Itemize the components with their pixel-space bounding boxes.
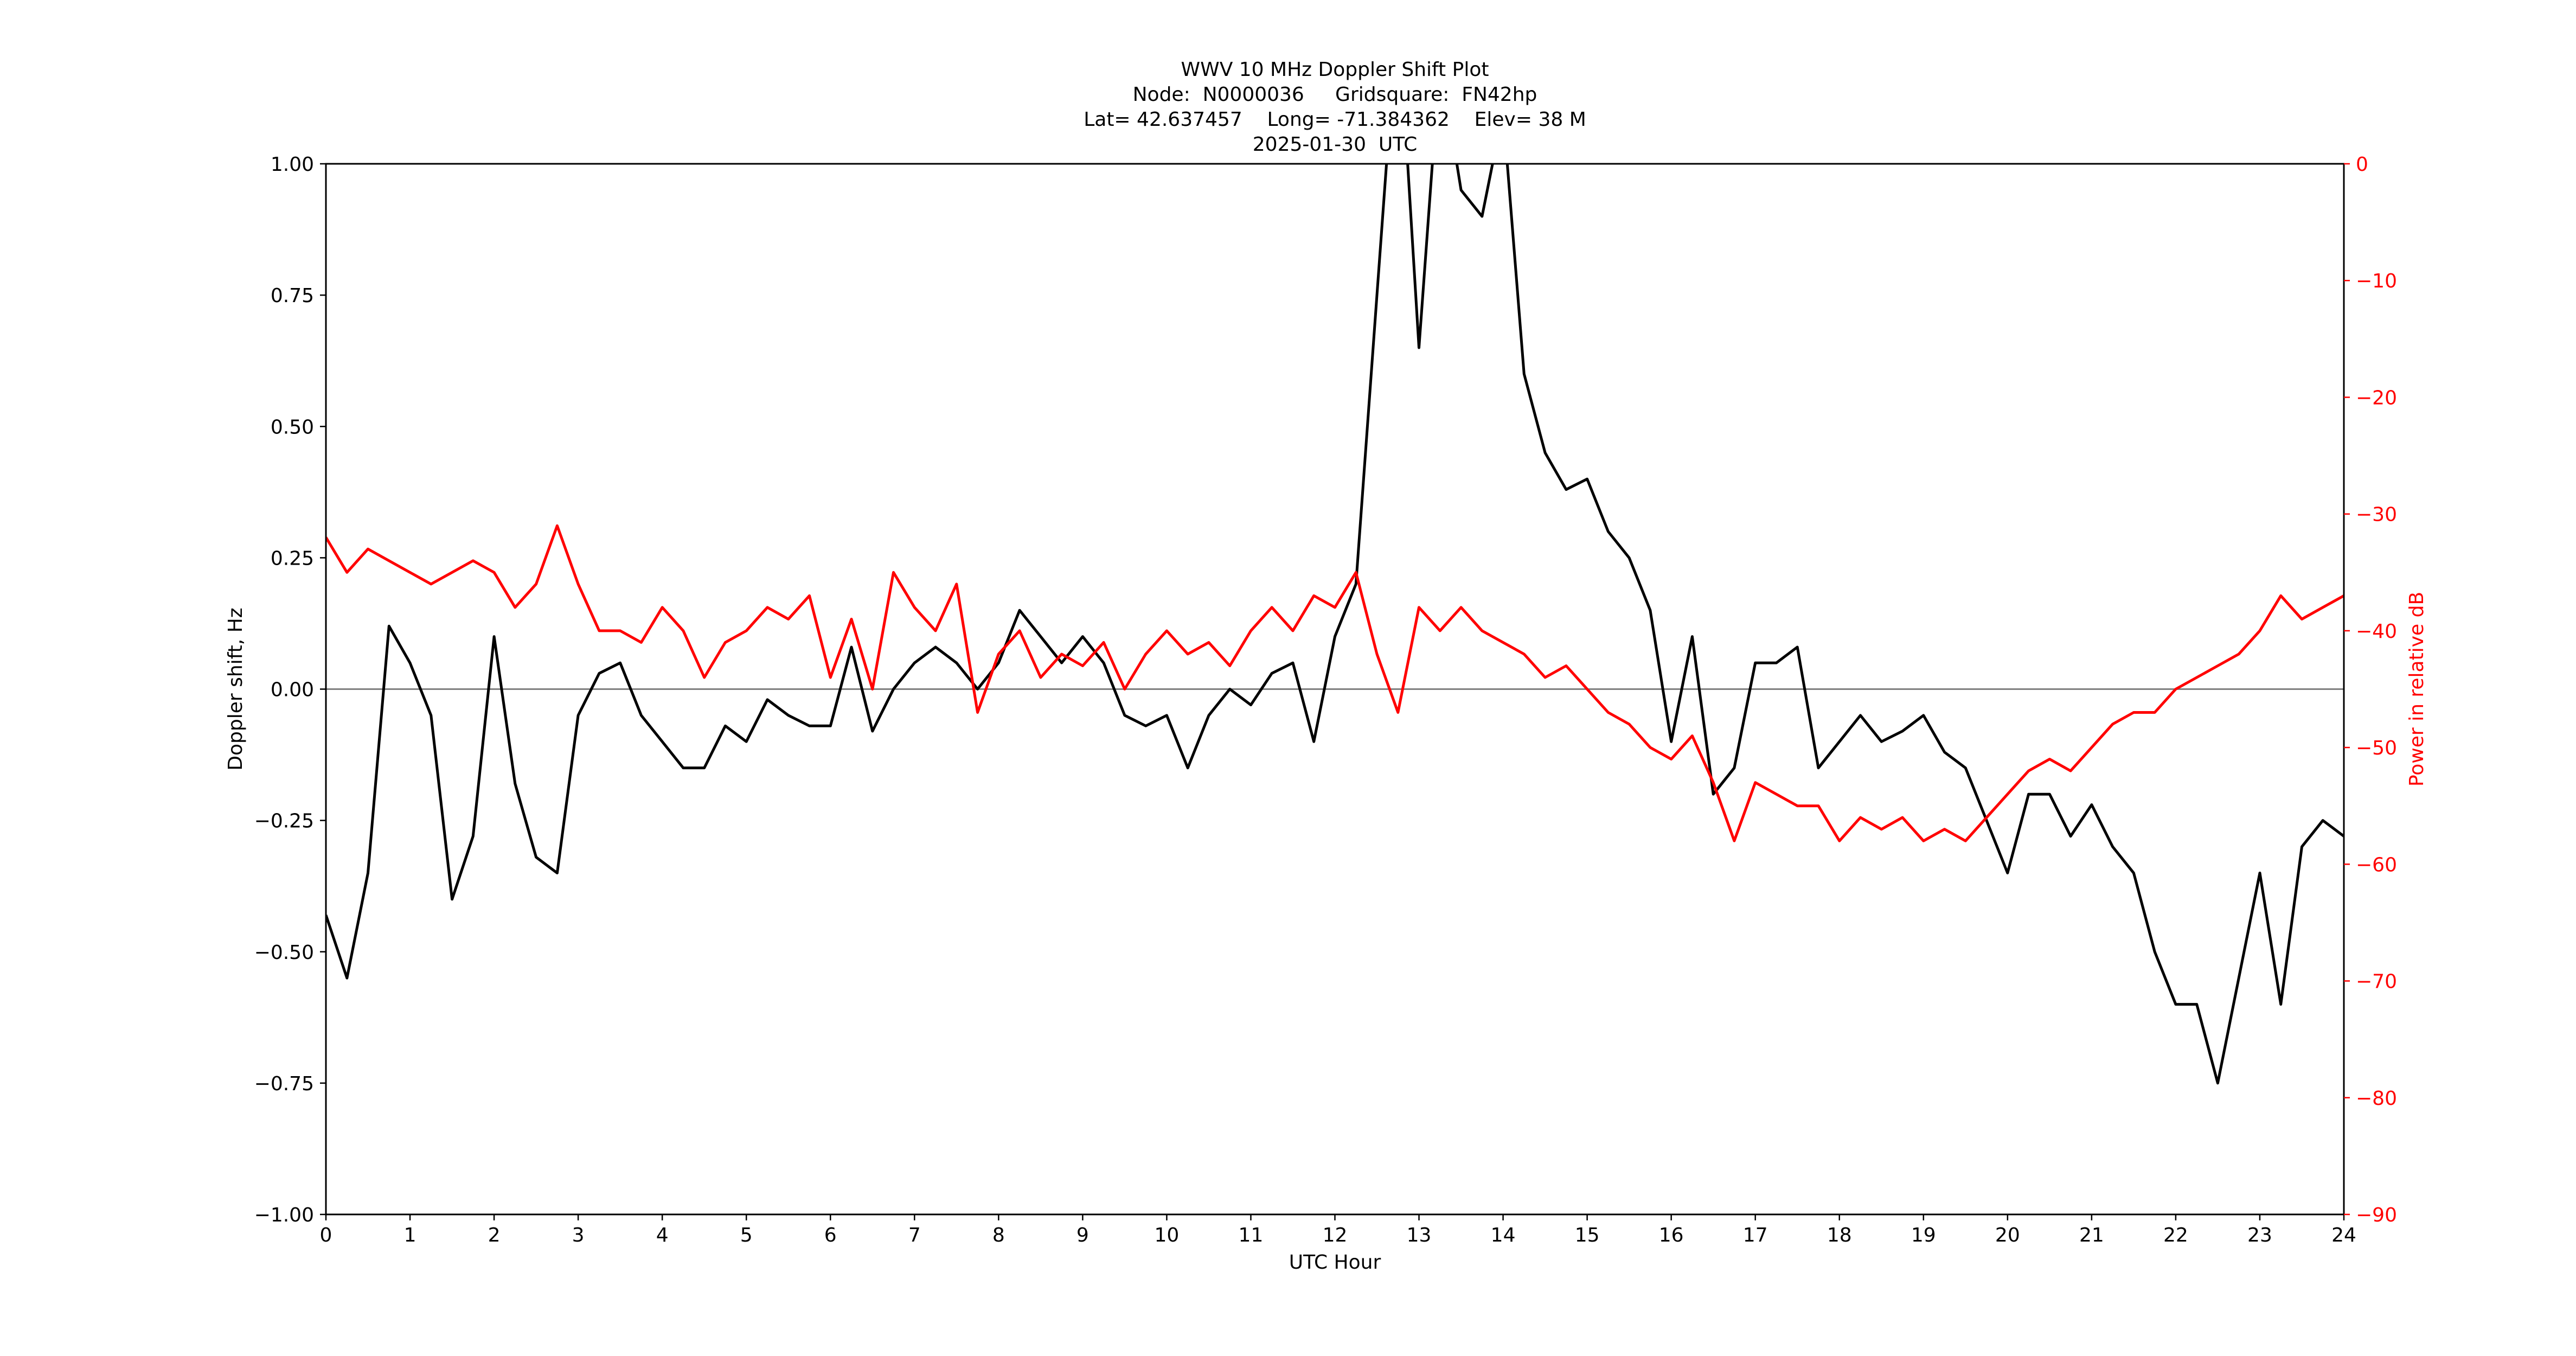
x-tick-label: 23 [2247,1224,2272,1246]
chart-title-block: WWV 10 MHz Doppler Shift Plot Node: N0000… [1084,59,1586,156]
axes: 0 1 2 3 4 5 6 7 8 9 10 11 12 13 14 15 16 17 18 19 20 21 22 23 24… [225,153,2428,1274]
x-tick-label: 1 [404,1224,416,1246]
y2-tick-label: −70 [2356,971,2397,993]
x-tick-label: 10 [1155,1224,1180,1246]
y-tick-label: −0.50 [254,942,314,964]
x-tick-label: 7 [908,1224,921,1246]
x-tick-label: 8 [992,1224,1005,1246]
x-tick-label: 17 [1743,1224,1768,1246]
x-axis-label: UTC Hour [1289,1251,1381,1274]
plot-area [326,164,2344,1085]
x-tick-label: 19 [1911,1224,1936,1246]
x-tick-label: 5 [740,1224,753,1246]
y-tick-label: −0.25 [254,810,314,833]
data-line [326,524,2344,842]
y2-tick-label: −40 [2356,621,2397,643]
x-tick-label: 9 [1076,1224,1089,1246]
y-tick-label: 0.25 [271,547,314,570]
x-tick-label: 11 [1239,1224,1264,1246]
y2-tick-label: −50 [2356,737,2397,759]
x-tick-label: 14 [1491,1224,1516,1246]
x-tick-label: 22 [2163,1224,2188,1246]
x-tick-label: 0 [320,1224,332,1246]
y-tick-label: −1.00 [254,1204,314,1226]
y-tick-label: 0.75 [271,285,314,307]
y-tick-label: 0.00 [271,679,314,701]
y2-tick-label: −30 [2356,504,2397,526]
y2-tick-label: −20 [2356,387,2397,409]
x-tick-label: 4 [656,1224,669,1246]
y-tick-label: 1.00 [271,153,314,176]
data-line [326,164,2344,1085]
x-tick-label: 16 [1659,1224,1684,1246]
chart-title: WWV 10 MHz Doppler Shift Plot [1181,59,1489,81]
x-tick-label: 24 [2331,1224,2356,1246]
x-tick-label: 13 [1407,1224,1432,1246]
y2-tick-label: −10 [2356,270,2397,292]
x-tick-label: 20 [1995,1224,2020,1246]
y2-tick-label: 0 [2356,153,2368,176]
chart-title: Lat= 42.637457 Long= -71.384362 Elev= 38… [1084,108,1586,131]
x-tick-label: 21 [2079,1224,2104,1246]
y-tick-label: −0.75 [254,1073,314,1095]
x-tick-label: 2 [488,1224,501,1246]
y2-tick-label: −80 [2356,1088,2397,1110]
x-tick-label: 12 [1323,1224,1348,1246]
y2-tick-label: −60 [2356,854,2397,876]
y2-tick-label: −90 [2356,1204,2397,1226]
x-tick-label: 15 [1575,1224,1600,1246]
x-tick-label: 3 [572,1224,585,1246]
x-tick-label: 18 [1827,1224,1852,1246]
y-axis-label: Doppler shift, Hz [225,607,247,770]
y-tick-label: 0.50 [271,416,314,438]
chart-title: Node: N0000036 Gridsquare: FN42hp [1133,84,1537,106]
y2-axis-label: Power in relative dB [2406,592,2428,786]
chart-title: 2025-01-30 UTC [1253,133,1417,156]
x-tick-label: 6 [824,1224,837,1246]
